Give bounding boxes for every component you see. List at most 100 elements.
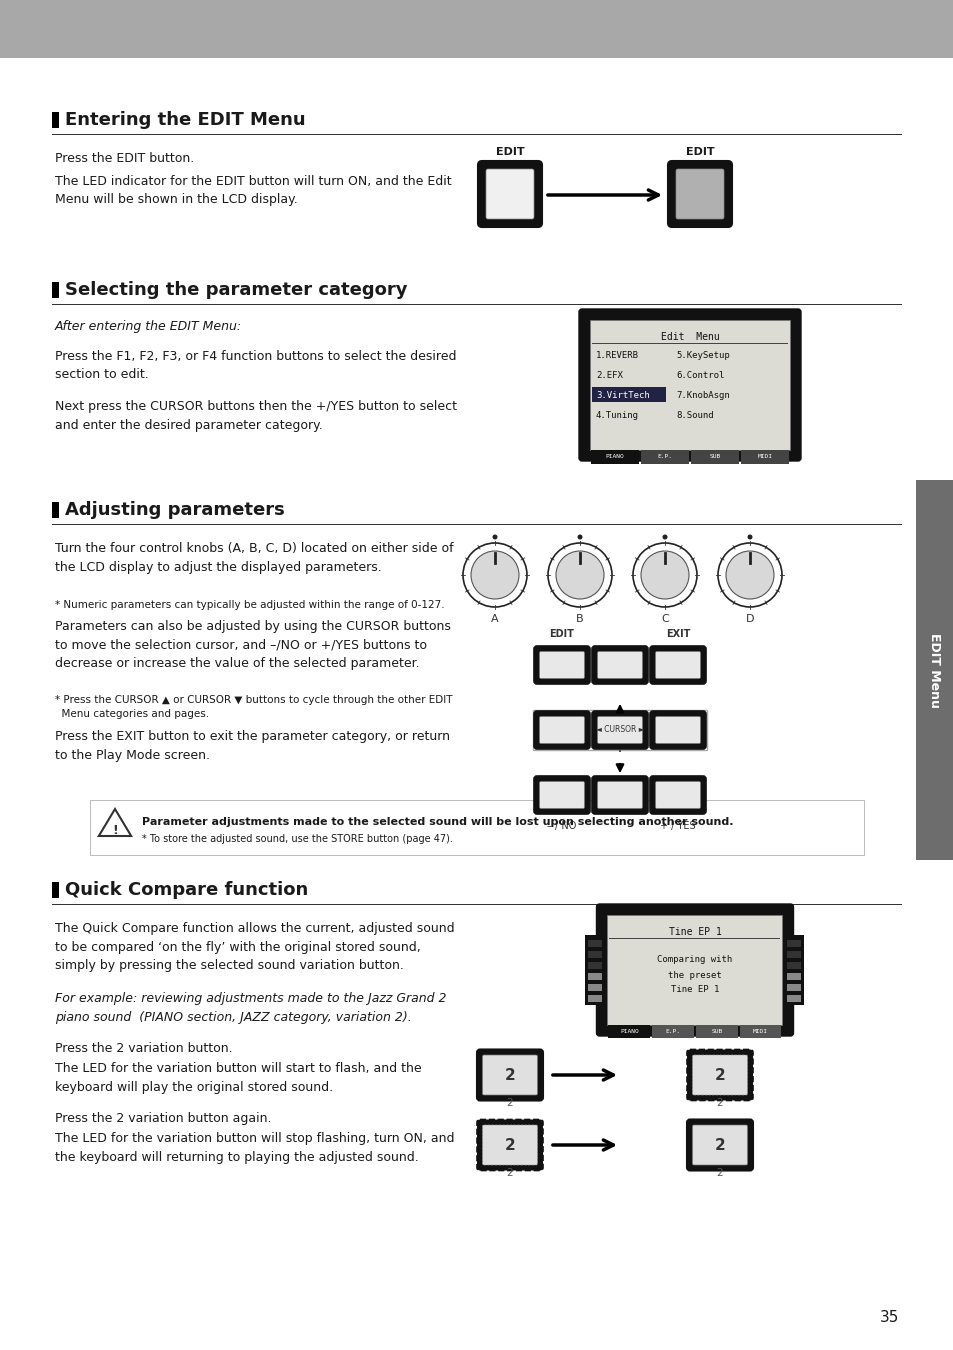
- Bar: [588, 950, 602, 958]
- Bar: [533, 710, 706, 751]
- Bar: [588, 963, 602, 969]
- FancyBboxPatch shape: [597, 717, 641, 744]
- FancyBboxPatch shape: [534, 647, 589, 684]
- Text: Press the EXIT button to exit the parameter category, or return
to the Play Mode: Press the EXIT button to exit the parame…: [55, 730, 450, 761]
- Bar: [618, 751, 620, 752]
- Text: The LED for the variation button will stop flashing, turn ON, and
the keyboard w: The LED for the variation button will st…: [55, 1133, 454, 1164]
- Text: For example: reviewing adjustments made to the Jazz Grand 2
piano sound  (PIANO : For example: reviewing adjustments made …: [55, 992, 446, 1023]
- FancyBboxPatch shape: [585, 936, 605, 1004]
- Text: 1.REVERB: 1.REVERB: [596, 351, 639, 359]
- Text: EDIT: EDIT: [496, 147, 524, 157]
- Text: * To store the adjusted sound, use the STORE button (page 47).: * To store the adjusted sound, use the S…: [142, 834, 453, 844]
- Bar: [652, 1025, 693, 1038]
- Bar: [740, 450, 788, 464]
- Text: Press the EDIT button.: Press the EDIT button.: [55, 153, 194, 165]
- Bar: [786, 963, 801, 969]
- FancyBboxPatch shape: [655, 782, 700, 809]
- Text: the preset: the preset: [667, 971, 721, 980]
- Text: 2: 2: [716, 1098, 722, 1107]
- Text: Tine EP 1: Tine EP 1: [670, 986, 719, 995]
- Bar: [0, 0, 953, 58]
- Text: 4.Tuning: 4.Tuning: [596, 410, 639, 420]
- Text: 6.Control: 6.Control: [676, 370, 723, 379]
- FancyBboxPatch shape: [482, 1054, 537, 1095]
- Bar: [786, 995, 801, 1002]
- FancyBboxPatch shape: [686, 1119, 752, 1170]
- FancyBboxPatch shape: [667, 161, 731, 227]
- Text: A: A: [491, 614, 498, 624]
- Text: 8.Sound: 8.Sound: [676, 410, 713, 420]
- Text: Press the 2 variation button.: Press the 2 variation button.: [55, 1042, 233, 1054]
- FancyBboxPatch shape: [655, 652, 700, 679]
- FancyBboxPatch shape: [686, 1049, 752, 1100]
- Circle shape: [577, 535, 582, 540]
- Text: D: D: [745, 614, 754, 624]
- FancyBboxPatch shape: [534, 776, 589, 814]
- FancyBboxPatch shape: [477, 161, 541, 227]
- Bar: [640, 450, 688, 464]
- Circle shape: [747, 535, 752, 540]
- Text: Adjusting parameters: Adjusting parameters: [65, 501, 284, 518]
- FancyBboxPatch shape: [597, 652, 641, 679]
- FancyBboxPatch shape: [649, 776, 705, 814]
- Circle shape: [633, 543, 697, 608]
- Bar: [592, 387, 665, 402]
- Text: Tine EP 1: Tine EP 1: [668, 927, 720, 937]
- Text: Selecting the parameter category: Selecting the parameter category: [65, 281, 407, 298]
- Text: 7.KnobAsgn: 7.KnobAsgn: [676, 390, 729, 400]
- Bar: [786, 973, 801, 980]
- Text: 2: 2: [504, 1138, 515, 1153]
- FancyBboxPatch shape: [592, 711, 647, 749]
- Text: 2: 2: [506, 1168, 513, 1177]
- Polygon shape: [99, 809, 132, 836]
- FancyBboxPatch shape: [592, 647, 647, 684]
- Circle shape: [471, 551, 518, 599]
- Bar: [589, 320, 789, 450]
- Text: MIDI: MIDI: [752, 1029, 767, 1034]
- Bar: [588, 940, 602, 946]
- FancyBboxPatch shape: [476, 1119, 542, 1170]
- Bar: [786, 950, 801, 958]
- Text: B: B: [576, 614, 583, 624]
- Bar: [52, 282, 59, 298]
- FancyBboxPatch shape: [578, 309, 801, 460]
- Bar: [608, 1025, 650, 1038]
- Text: PIANO: PIANO: [605, 455, 623, 459]
- Circle shape: [725, 551, 773, 599]
- Bar: [607, 915, 781, 1025]
- FancyBboxPatch shape: [482, 1125, 537, 1165]
- Text: Press the F1, F2, F3, or F4 function buttons to select the desired
section to ed: Press the F1, F2, F3, or F4 function but…: [55, 350, 456, 382]
- Text: 2.EFX: 2.EFX: [596, 370, 622, 379]
- Circle shape: [661, 535, 667, 540]
- Bar: [590, 450, 639, 464]
- Text: Quick Compare function: Quick Compare function: [65, 882, 308, 899]
- Text: 2: 2: [716, 1168, 722, 1177]
- Bar: [588, 973, 602, 980]
- Text: E.P.: E.P.: [665, 1029, 679, 1034]
- FancyBboxPatch shape: [485, 169, 534, 219]
- FancyBboxPatch shape: [476, 1049, 542, 1100]
- FancyBboxPatch shape: [649, 711, 705, 749]
- Circle shape: [547, 543, 612, 608]
- Text: 3.VirtTech: 3.VirtTech: [596, 390, 649, 400]
- Bar: [52, 882, 59, 898]
- Text: E.P.: E.P.: [657, 455, 672, 459]
- Text: SUB: SUB: [711, 1029, 721, 1034]
- Bar: [588, 995, 602, 1002]
- Bar: [588, 984, 602, 991]
- Text: – / NO: – / NO: [547, 821, 576, 832]
- FancyBboxPatch shape: [649, 647, 705, 684]
- Text: Comparing with: Comparing with: [657, 956, 732, 964]
- Bar: [786, 984, 801, 991]
- Circle shape: [640, 551, 688, 599]
- Text: !: !: [112, 824, 118, 837]
- Text: EDIT Menu: EDIT Menu: [927, 633, 941, 707]
- Bar: [593, 680, 646, 683]
- FancyBboxPatch shape: [692, 1054, 747, 1095]
- Text: Parameter adjustments made to the selected sound will be lost upon selecting ano: Parameter adjustments made to the select…: [142, 817, 733, 828]
- Text: 2: 2: [504, 1068, 515, 1083]
- Text: PIANO: PIANO: [619, 1029, 639, 1034]
- Text: Parameters can also be adjusted by using the CURSOR buttons
to move the selectio: Parameters can also be adjusted by using…: [55, 620, 451, 670]
- FancyBboxPatch shape: [597, 782, 641, 809]
- Circle shape: [462, 543, 526, 608]
